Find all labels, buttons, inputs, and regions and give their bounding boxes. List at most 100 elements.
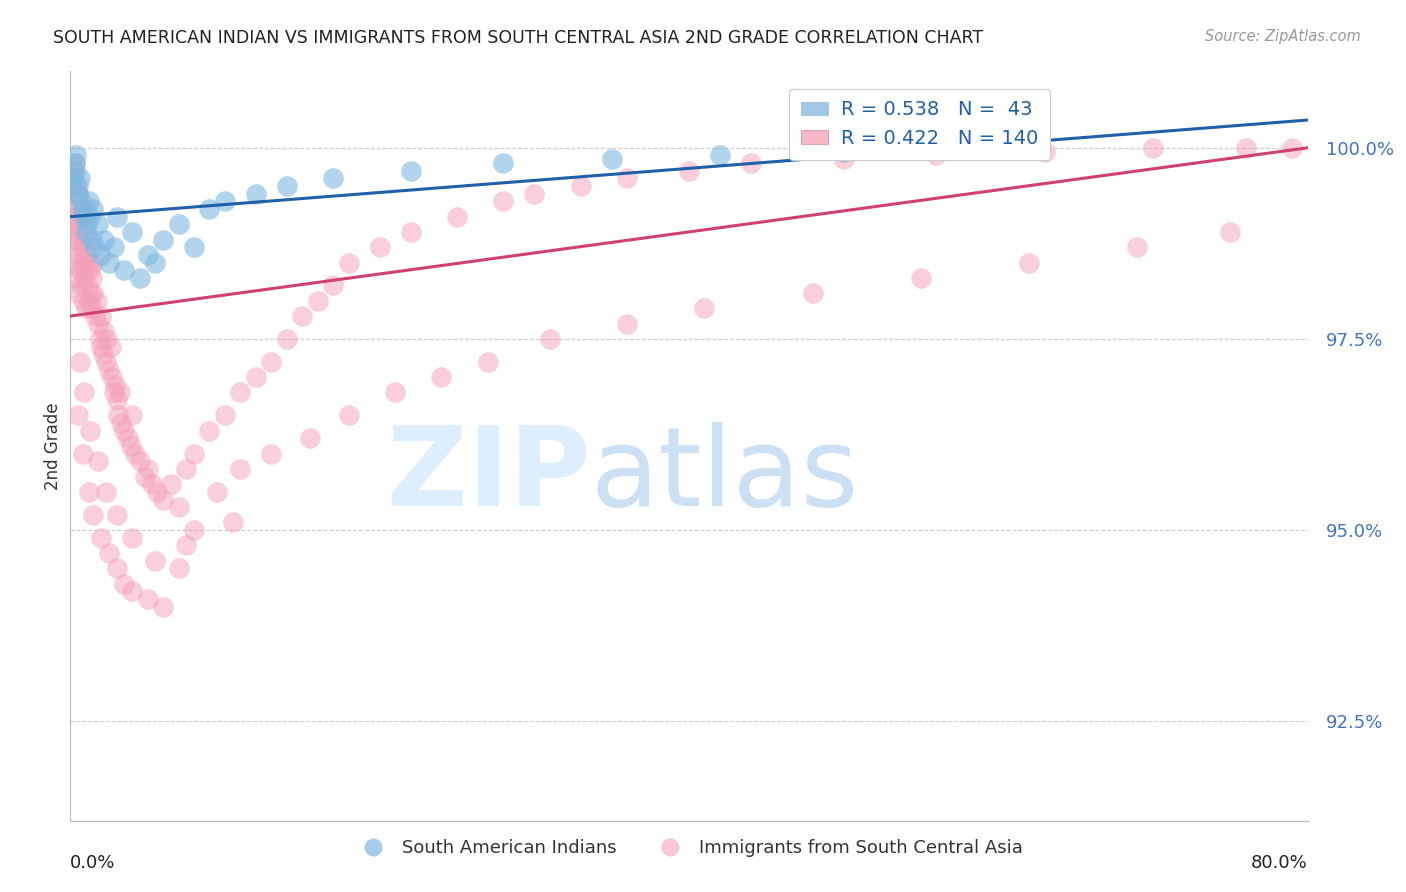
Point: [910, 270, 932, 285]
Point: [214, 409, 236, 423]
Point: [76, 278, 98, 293]
Point: [616, 171, 638, 186]
Point: [84, 240, 107, 254]
Point: [80, 233, 103, 247]
Point: [104, 377, 127, 392]
Point: [1033, 145, 1056, 159]
Point: [222, 516, 245, 530]
Point: [145, 255, 166, 269]
Point: [121, 225, 143, 239]
Point: [291, 309, 314, 323]
Point: [75, 301, 97, 316]
Point: [693, 301, 716, 316]
Point: [60, 171, 83, 186]
Point: [72, 447, 94, 461]
Point: [100, 340, 122, 354]
Point: [152, 599, 174, 614]
Point: [63, 156, 86, 170]
Point: [152, 233, 174, 247]
Point: [107, 409, 129, 423]
Point: [87, 217, 110, 231]
Point: [79, 210, 101, 224]
Point: [79, 263, 101, 277]
Point: [174, 462, 197, 476]
Point: [160, 477, 183, 491]
Point: [384, 385, 406, 400]
Point: [80, 270, 103, 285]
Point: [69, 233, 91, 247]
Point: [260, 447, 283, 461]
Point: [93, 233, 115, 247]
Point: [114, 424, 135, 438]
Point: [77, 484, 100, 499]
Point: [1018, 255, 1040, 269]
Point: [80, 301, 103, 316]
Point: [90, 309, 112, 323]
Point: [62, 233, 84, 247]
Point: [98, 362, 120, 376]
Point: [70, 278, 93, 293]
Point: [67, 248, 90, 262]
Point: [245, 370, 267, 384]
Point: [229, 385, 252, 400]
Point: [63, 179, 86, 194]
Point: [73, 385, 96, 400]
Point: [60, 202, 83, 216]
Point: [337, 409, 360, 423]
Point: [63, 210, 86, 224]
Point: [76, 217, 98, 231]
Point: [198, 424, 221, 438]
Point: [77, 194, 100, 209]
Point: [117, 431, 139, 445]
Point: [108, 385, 131, 400]
Point: [337, 255, 360, 269]
Point: [322, 278, 344, 293]
Point: [62, 163, 84, 178]
Point: [276, 179, 298, 194]
Point: [167, 500, 190, 515]
Point: [65, 194, 87, 209]
Point: [105, 210, 128, 224]
Point: [1234, 141, 1257, 155]
Point: [368, 240, 391, 254]
Point: [94, 355, 117, 369]
Point: [65, 148, 87, 162]
Point: [82, 286, 105, 301]
Text: 80.0%: 80.0%: [1251, 855, 1308, 872]
Point: [801, 286, 824, 301]
Point: [114, 263, 135, 277]
Point: [63, 217, 86, 231]
Point: [69, 263, 91, 277]
Point: [146, 484, 169, 499]
Point: [129, 270, 152, 285]
Point: [69, 202, 91, 216]
Point: [136, 462, 159, 476]
Point: [86, 293, 108, 308]
Point: [63, 156, 86, 170]
Point: [399, 163, 422, 178]
Point: [69, 355, 91, 369]
Point: [90, 531, 112, 545]
Point: [152, 492, 174, 507]
Point: [105, 508, 128, 522]
Point: [87, 454, 110, 468]
Point: [67, 286, 90, 301]
Point: [430, 370, 453, 384]
Point: [121, 409, 143, 423]
Point: [101, 370, 124, 384]
Point: [129, 454, 152, 468]
Point: [65, 270, 87, 285]
Point: [322, 171, 344, 186]
Point: [96, 332, 118, 346]
Point: [569, 179, 592, 194]
Point: [67, 217, 90, 231]
Point: [73, 240, 96, 254]
Point: [70, 240, 93, 254]
Point: [98, 546, 120, 560]
Point: [67, 409, 90, 423]
Point: [307, 293, 329, 308]
Point: [941, 141, 963, 155]
Point: [245, 186, 267, 201]
Point: [523, 186, 546, 201]
Point: [76, 248, 98, 262]
